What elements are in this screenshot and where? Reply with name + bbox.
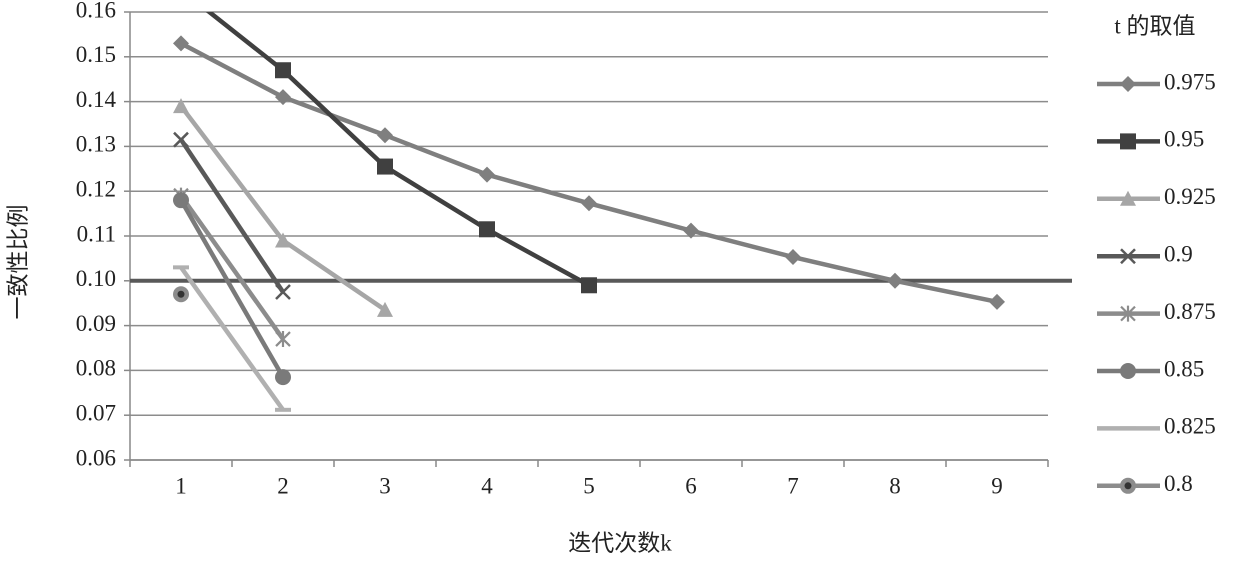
series-line bbox=[179, 199, 285, 379]
marker bbox=[1120, 363, 1136, 379]
legend-label: 0.85 bbox=[1164, 356, 1204, 381]
y-tick-label: 0.16 bbox=[76, 0, 116, 22]
marker bbox=[1120, 190, 1136, 206]
x-tick-label: 6 bbox=[685, 473, 697, 498]
legend-label: 0.95 bbox=[1164, 127, 1204, 152]
y-tick-label: 0.14 bbox=[76, 87, 117, 112]
marker bbox=[887, 272, 903, 289]
x-tick-label: 1 bbox=[175, 473, 187, 498]
marker bbox=[173, 35, 189, 52]
legend-label: 0.975 bbox=[1164, 69, 1216, 94]
series-line bbox=[179, 266, 285, 412]
marker bbox=[479, 166, 495, 183]
marker bbox=[275, 369, 291, 386]
marker bbox=[173, 286, 189, 303]
marker bbox=[173, 98, 189, 114]
series-line bbox=[179, 138, 285, 294]
marker bbox=[581, 277, 597, 294]
marker bbox=[275, 232, 291, 248]
x-tick-label: 8 bbox=[889, 473, 901, 498]
y-tick-label: 0.07 bbox=[76, 400, 116, 425]
marker bbox=[581, 195, 597, 212]
marker bbox=[1120, 477, 1136, 494]
marker bbox=[479, 221, 495, 238]
x-tick-label: 7 bbox=[787, 473, 799, 498]
y-tick-label: 0.12 bbox=[76, 176, 116, 201]
marker bbox=[173, 131, 189, 148]
x-tick-label: 2 bbox=[277, 473, 289, 498]
marker bbox=[173, 192, 189, 209]
marker bbox=[1120, 305, 1136, 322]
marker bbox=[275, 284, 291, 300]
y-tick-label: 0.10 bbox=[76, 266, 116, 291]
legend-title: t 的取值 bbox=[1114, 13, 1195, 38]
marker-dot bbox=[1124, 482, 1132, 490]
x-tick-label: 9 bbox=[991, 473, 1003, 498]
y-tick-label: 0.09 bbox=[76, 311, 116, 336]
legend-label: 0.825 bbox=[1164, 414, 1216, 439]
marker bbox=[1120, 133, 1136, 150]
legend-label: 0.8 bbox=[1164, 471, 1193, 496]
marker bbox=[377, 127, 393, 144]
marker bbox=[989, 293, 1005, 310]
legend-label: 0.9 bbox=[1164, 241, 1193, 266]
legend-label: 0.875 bbox=[1164, 299, 1216, 324]
marker bbox=[275, 331, 291, 348]
y-tick-label: 0.08 bbox=[76, 356, 116, 381]
marker bbox=[1120, 248, 1136, 265]
marker bbox=[275, 89, 291, 106]
x-axis-title: 迭代次数k bbox=[568, 530, 672, 555]
marker bbox=[785, 249, 801, 266]
x-tick-label: 3 bbox=[379, 473, 391, 498]
y-tick-label: 0.11 bbox=[77, 221, 116, 246]
y-tick-label: 0.06 bbox=[76, 445, 116, 470]
marker bbox=[683, 222, 699, 239]
y-axis-title: 一致性比例 bbox=[5, 205, 30, 320]
y-tick-label: 0.15 bbox=[76, 42, 116, 67]
marker bbox=[377, 301, 393, 317]
x-tick-label: 5 bbox=[583, 473, 595, 498]
series-line bbox=[179, 194, 285, 341]
marker-dot bbox=[177, 290, 185, 298]
legend-label: 0.925 bbox=[1164, 184, 1216, 209]
y-tick-label: 0.13 bbox=[76, 132, 116, 157]
marker bbox=[1120, 76, 1136, 92]
series-line bbox=[179, 41, 998, 305]
marker bbox=[377, 158, 393, 175]
marker bbox=[275, 62, 291, 79]
plot-area bbox=[173, 12, 1005, 412]
x-tick-label: 4 bbox=[481, 473, 493, 498]
